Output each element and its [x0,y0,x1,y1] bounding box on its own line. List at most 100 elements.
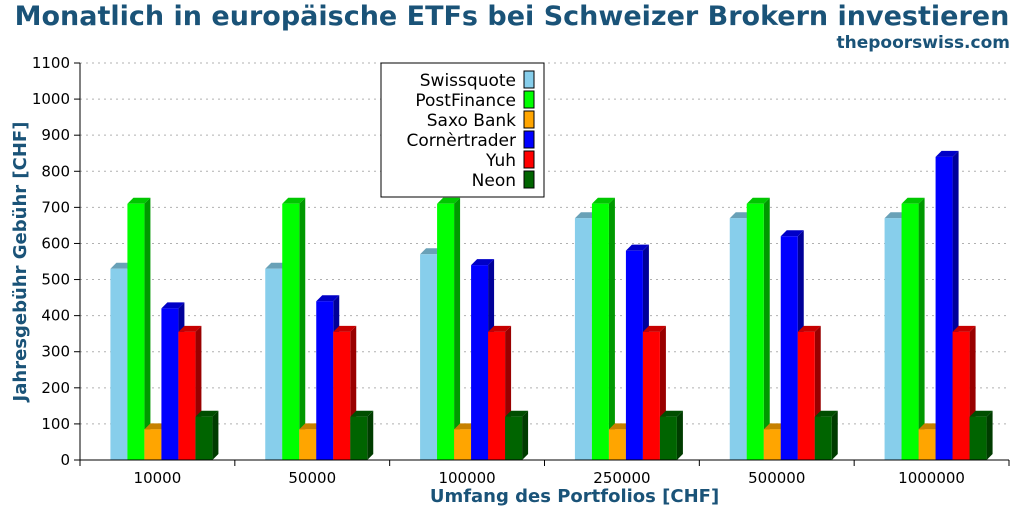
bar-front [608,429,626,460]
bar-front [161,308,179,460]
bar [901,197,925,460]
bar-front [350,416,368,460]
bar-front [797,331,815,460]
bar-front [746,203,764,460]
bar-side [144,197,151,460]
x-tick-label: 500000 [748,469,805,487]
bar-side [918,197,925,460]
bar-front [454,429,472,460]
legend-label: Swissquote [420,71,516,91]
bar [195,410,219,460]
x-tick-label: 100000 [438,469,495,487]
x-tick-label: 50000 [288,469,336,487]
bar-front [265,268,283,460]
bar-front [144,429,162,460]
x-tick-label: 10000 [134,469,182,487]
bar-side [522,410,529,460]
axes: 0 100 200 300 400 500 600 700 800 900 1000 1100 1000… [10,54,1010,507]
bar-side [299,197,306,460]
bar-top [282,197,306,204]
x-tick-label: 250000 [593,469,650,487]
y-tick-label: 400 [41,307,70,325]
legend-label: Saxo Bank [427,111,516,131]
legend-swatch [523,70,535,89]
bar-top [797,325,821,332]
bar-front [659,416,677,460]
y-tick-label: 1100 [32,54,70,72]
legend-label: Neon [472,171,516,191]
bar-top [350,410,374,417]
bar-top [969,410,993,417]
bar-top [625,244,649,251]
legend-box [380,62,545,198]
bar [350,410,374,460]
bar-front [178,331,196,460]
legend-label: Yuh [485,151,516,171]
bar-front [884,218,902,460]
bar-front [420,254,438,460]
y-tick-label: 100 [41,415,70,433]
legend-label: Cornèrtrader [407,131,517,151]
bar-top [316,295,340,302]
bar-front [780,236,798,460]
bar-top [488,325,512,332]
y-tick-label: 200 [41,379,70,397]
bar-top [901,197,925,204]
chart-title: Monatlich in europäische ETFs bei Schwei… [14,1,1010,32]
bars [110,150,993,460]
bar-front [488,331,506,460]
y-tick-label: 300 [41,343,70,361]
x-axis-title: Umfang des Portfolios [CHF] [430,486,719,507]
bar-top [746,197,770,204]
bar-top [814,410,838,417]
x-tick-label: 1000000 [898,469,965,487]
bar-side [608,197,615,460]
source-label: thepoorswiss.com [836,33,1011,53]
y-tick-label: 900 [41,126,70,144]
bar-front [195,416,213,460]
y-axis-title: Jahresgebühr Gebühr [CHF] [10,122,31,404]
bar-front [969,416,987,460]
bar-front [316,301,334,460]
bar-top [935,150,959,157]
bar-side [367,410,374,460]
bar-top [659,410,683,417]
bar-side [831,410,838,460]
bar-front [282,203,300,460]
bar [659,410,683,460]
bar [505,410,529,460]
bar-top [471,259,495,266]
bar [282,197,306,460]
legend-label: PostFinance [415,91,516,111]
bar-top [952,325,976,332]
bar [969,410,993,460]
bar-top [642,325,666,332]
legend-swatch [523,170,535,189]
bar-front [935,156,953,460]
bar-front [299,429,317,460]
bar-side [986,410,993,460]
bar-front [574,218,592,460]
y-tick-label: 500 [41,271,70,289]
y-tick-label: 800 [41,162,70,180]
bar-front [505,416,523,460]
bar-front [625,250,643,460]
bar-side [454,197,461,460]
bar-top [127,197,151,204]
bar-front [591,203,609,460]
bar-top [437,197,461,204]
bar-front [952,331,970,460]
bar-side [212,410,219,460]
bar-front [814,416,832,460]
bar-top [195,410,219,417]
bar-front [918,429,936,460]
legend-swatch [523,150,535,169]
bar-front [471,265,489,460]
bar-front [437,203,455,460]
y-tick-label: 1000 [32,90,70,108]
bar-front [333,331,351,460]
bar-front [642,331,660,460]
bar-front [763,429,781,460]
bar [746,197,770,460]
